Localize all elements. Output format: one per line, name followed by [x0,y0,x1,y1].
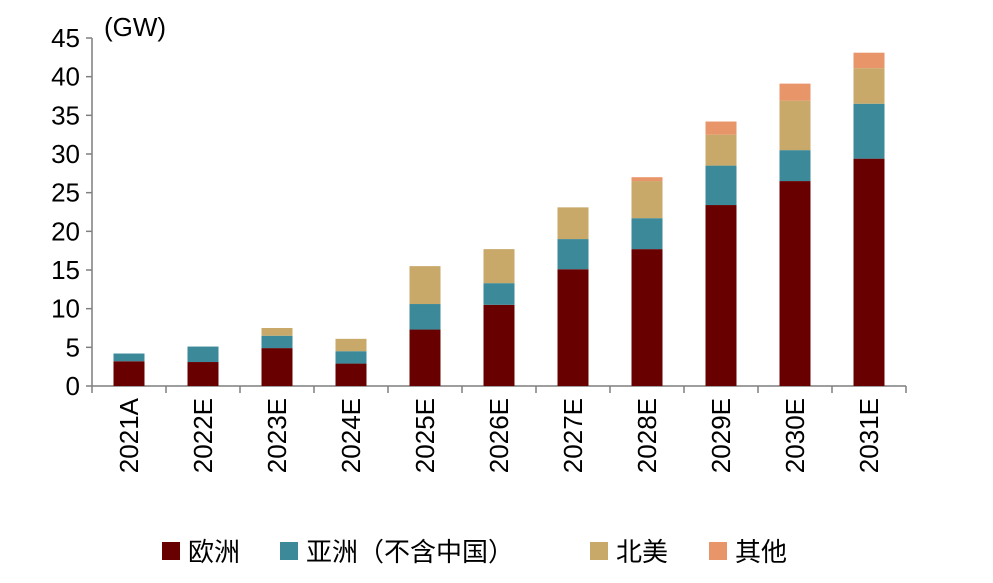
bar-segment [705,165,737,206]
bar-segment [853,158,885,386]
x-tick-label: 2028E [632,398,662,473]
bar-segment [779,100,811,151]
legend: 欧洲 亚洲（不含中国） 北美 其他 [162,538,787,568]
y-tick-label: 10 [51,294,80,324]
x-axis [91,385,907,393]
legend-swatch [162,542,180,560]
bar-segment [483,249,515,284]
bar-segment [779,150,811,182]
legend-swatch [280,542,298,560]
bar-segment [853,68,885,104]
bar-segment [631,181,663,219]
y-axis-unit-label: (GW) [104,12,166,42]
y-tick-label: 5 [66,332,80,362]
x-tick-label: 2030E [780,398,810,473]
bar-segment [187,362,219,386]
legend-label: 欧洲 [188,538,240,568]
y-tick-label: 30 [51,139,80,169]
bar-segment [557,239,589,270]
bar-segment [113,353,145,362]
bar-segment [779,83,811,101]
legend-swatch [590,542,608,560]
x-tick-label: 2024E [336,398,366,473]
bar-segment [853,103,885,159]
bar-segment [409,266,441,305]
x-tick-label: 2027E [558,398,588,473]
bar-segment [335,363,367,386]
bar-segment [483,304,515,386]
legend-label: 北美 [616,538,668,568]
bar-segment [261,328,293,336]
bar-segment [261,335,293,349]
x-tick-label: 2022E [188,398,218,473]
x-tick-label: 2029E [706,398,736,473]
y-tick-label: 20 [51,216,80,246]
y-tick-label: 40 [51,62,80,92]
bar-segment [705,134,737,166]
bar-segment [631,218,663,250]
x-tick-label: 2025E [410,398,440,473]
bar-segment [409,329,441,386]
bar-segment [409,304,441,330]
bar-segment [187,346,219,363]
x-tick-label: 2026E [484,398,514,473]
y-tick-label: 35 [51,100,80,130]
y-tick-label: 45 [51,23,80,53]
y-tick-label: 0 [66,371,80,401]
bar-segment [779,181,811,386]
bar-segment [261,348,293,386]
y-tick-label: 15 [51,255,80,285]
x-tick-label: 2031E [854,398,884,473]
bar-segment [483,283,515,305]
legend-swatch [709,542,727,560]
bar-stacks [113,52,885,386]
bar-segment [631,177,663,182]
legend-label: 其他 [735,538,787,568]
bar-segment [113,361,145,386]
bar-segment [705,121,737,135]
y-tick-label: 25 [51,178,80,208]
y-axis: 0 5 10 15 20 25 30 35 40 45 [51,23,93,401]
bar-segment [705,205,737,386]
x-tick-label: 2023E [262,398,292,473]
legend-label: 亚洲（不含中国） [306,538,514,568]
x-tick-labels: 2021A 2022E 2023E 2024E 2025E 2026E 2027E 2028E… [114,397,884,473]
bar-segment [853,52,885,69]
bar-segment [335,351,367,364]
bar-segment [557,207,589,240]
bar-segment [557,269,589,386]
x-tick-label: 2021A [114,397,144,473]
bar-segment [631,249,663,386]
bar-segment [335,338,367,352]
